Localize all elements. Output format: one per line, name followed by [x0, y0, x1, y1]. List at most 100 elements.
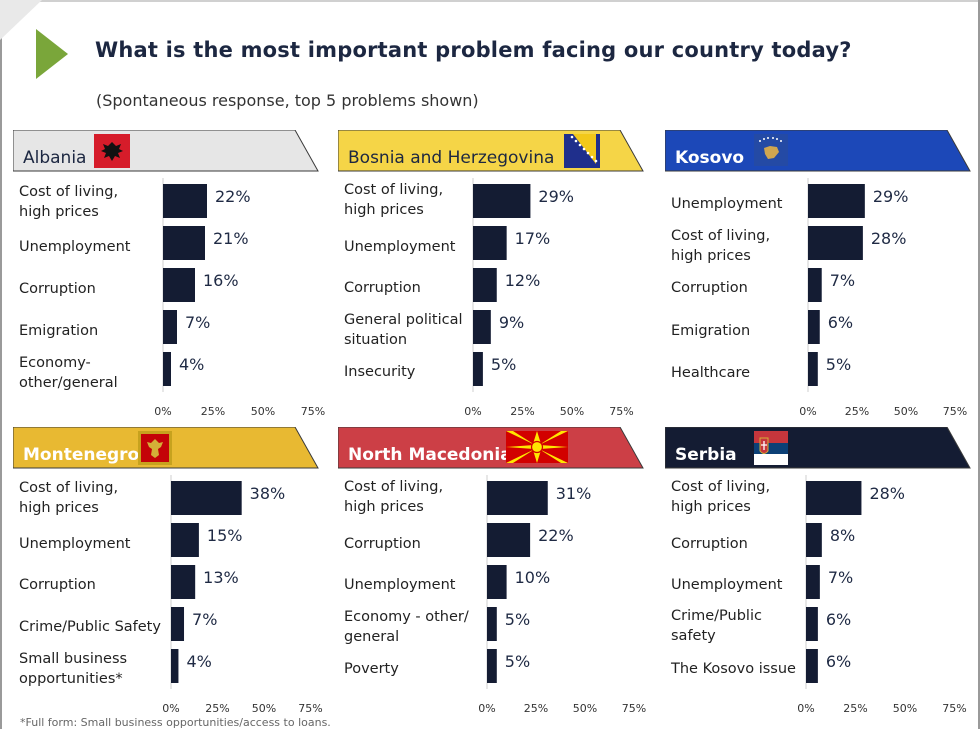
montenegro-flag [138, 431, 172, 465]
bar-value-label: 5% [505, 610, 530, 629]
x-tick-label: 0% [799, 405, 816, 418]
country-name: North Macedonia [348, 445, 512, 465]
bar-value-label: 17% [515, 229, 551, 248]
bar [163, 226, 205, 260]
category-label: Corruption [671, 280, 748, 296]
x-tick-label: 75% [298, 702, 322, 715]
north-macedonia-flag [506, 431, 568, 463]
bar [171, 523, 199, 557]
x-tick-label: 50% [560, 405, 584, 418]
bar-value-label: 5% [826, 355, 851, 374]
category-label: Healthcare [671, 365, 751, 381]
footnote: *Full form: Small business opportunities… [20, 716, 331, 729]
banner-shape [665, 130, 971, 172]
country-name: Albania [23, 148, 87, 168]
bar-value-label: 12% [505, 271, 541, 290]
bar-value-label: 38% [250, 484, 286, 503]
bar [473, 310, 491, 344]
bar-value-label: 13% [203, 568, 239, 587]
bar-value-label: 9% [499, 313, 524, 332]
bar-value-label: 6% [826, 610, 851, 629]
x-tick-label: 25% [843, 702, 867, 715]
category-label: Unemployment [671, 577, 783, 593]
bar [808, 310, 820, 344]
banner-albania: Albania [13, 130, 319, 172]
green-arrow-icon [36, 29, 68, 79]
country-name: Montenegro [23, 445, 140, 465]
category-label: Economy- other/general [19, 355, 118, 391]
x-tick-label: 25% [201, 405, 225, 418]
x-tick-label: 75% [942, 702, 966, 715]
bar-value-label: 16% [203, 271, 239, 290]
bar-value-label: 29% [873, 187, 909, 206]
category-label: Corruption [19, 577, 96, 593]
albania-flag [94, 134, 130, 168]
bar-value-label: 15% [207, 526, 243, 545]
category-label: Crime/Public safety [671, 608, 762, 644]
bar-value-label: 10% [515, 568, 551, 587]
right-frame-line [978, 0, 980, 729]
bar-value-label: 7% [192, 610, 217, 629]
x-tick-label: 0% [464, 405, 481, 418]
bar-value-label: 7% [828, 568, 853, 587]
category-label: Unemployment [671, 196, 783, 212]
bar [171, 481, 242, 515]
x-tick-label: 75% [609, 405, 633, 418]
banner-shape [665, 427, 971, 469]
x-tick-label: 25% [524, 702, 548, 715]
left-frame-line [0, 0, 2, 729]
category-label: Cost of living, high prices [19, 184, 119, 220]
category-label: Cost of living, high prices [344, 182, 444, 218]
bar [163, 310, 177, 344]
bar [487, 523, 531, 557]
category-label: Corruption [344, 280, 421, 296]
bar-value-label: 6% [828, 313, 853, 332]
serbia-flag [754, 431, 788, 465]
category-label: Cost of living, high prices [671, 479, 771, 515]
bosnia-flag [564, 134, 600, 168]
x-tick-label: 50% [893, 702, 917, 715]
panel-albania: Albania Cost of living, high prices Unem… [13, 130, 333, 420]
bar-value-label: 22% [538, 526, 574, 545]
x-tick-label: 75% [943, 405, 967, 418]
bar [171, 607, 185, 641]
bar-chart: 29% 17% 12% 9% 5% 0% 25% 50% 75% [464, 178, 634, 418]
bar [473, 226, 507, 260]
x-tick-label: 0% [478, 702, 495, 715]
panel-montenegro: Montenegro Cost of living, high prices U… [13, 427, 333, 717]
panel-kosovo: Kosovo Unemployment Cost of living, high… [665, 130, 980, 420]
banner-montenegro: Montenegro [13, 427, 319, 469]
bar [808, 184, 865, 218]
bar-value-label: 28% [869, 484, 905, 503]
bar-chart: 38% 15% 13% 7% 4% 0% 25% 50% 75% [162, 475, 323, 715]
category-label: The Kosovo issue [671, 661, 796, 677]
bar-value-label: 8% [830, 526, 855, 545]
category-label: Small business opportunities* [19, 651, 128, 687]
bar-value-label: 5% [505, 652, 530, 671]
bar [163, 352, 171, 386]
bar [163, 268, 195, 302]
category-label: General political situation [344, 312, 463, 348]
x-tick-label: 0% [154, 405, 171, 418]
bar-value-label: 21% [213, 229, 249, 248]
panel-bosnia: Bosnia and Herzegovina Cost of living, h… [338, 130, 658, 420]
corner-grey-triangle [0, 0, 42, 40]
bar-value-label: 7% [830, 271, 855, 290]
category-label: Corruption [344, 536, 421, 552]
category-label: Unemployment [344, 577, 456, 593]
bar [487, 565, 507, 599]
x-tick-label: 75% [622, 702, 646, 715]
category-label: Economy - other/ general [344, 609, 469, 645]
category-label: Cost of living, high prices [344, 479, 444, 515]
bar [806, 481, 862, 515]
banner-north-macedonia: North Macedonia [338, 427, 644, 469]
category-label: Unemployment [344, 239, 456, 255]
bar-chart: 22% 21% 16% 7% 4% 0% 25% 50% 75% [154, 178, 325, 418]
bar [473, 352, 483, 386]
bar [163, 184, 207, 218]
category-label: Emigration [671, 323, 751, 339]
x-tick-label: 25% [510, 405, 534, 418]
bar-chart: 31% 22% 10% 5% 5% 0% 25% 50% 75% [478, 475, 646, 715]
category-label: Crime/Public Safety [19, 619, 161, 635]
corner-decoration [0, 0, 68, 79]
